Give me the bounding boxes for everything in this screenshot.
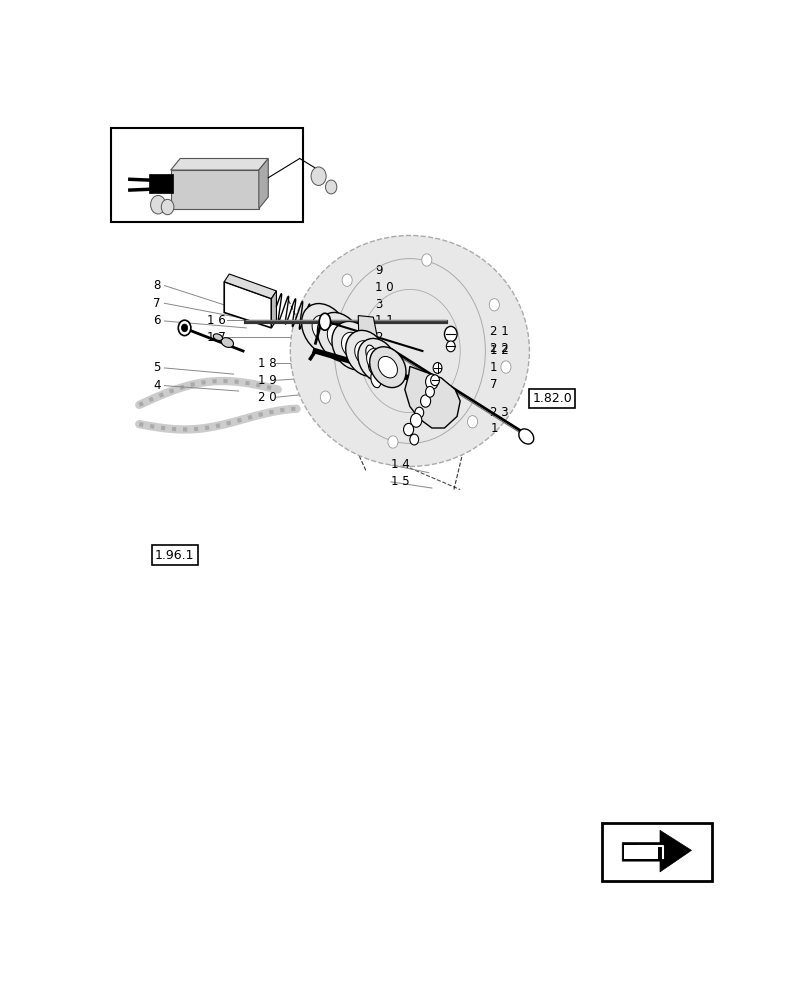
Ellipse shape — [213, 334, 222, 340]
Circle shape — [388, 436, 397, 448]
Ellipse shape — [354, 341, 376, 366]
Circle shape — [425, 386, 434, 397]
Ellipse shape — [319, 313, 330, 330]
Circle shape — [320, 391, 330, 403]
Polygon shape — [624, 845, 657, 859]
Circle shape — [467, 416, 477, 428]
Circle shape — [446, 341, 455, 352]
Circle shape — [432, 363, 441, 373]
Text: 1 2: 1 2 — [490, 344, 508, 358]
Text: 7: 7 — [490, 378, 497, 391]
Circle shape — [410, 413, 421, 427]
Circle shape — [420, 395, 430, 407]
Circle shape — [414, 407, 423, 418]
Text: 1 1: 1 1 — [375, 314, 393, 327]
Circle shape — [311, 167, 326, 185]
Text: 1 3: 1 3 — [490, 361, 508, 374]
Polygon shape — [224, 274, 276, 299]
Text: 2 3: 2 3 — [490, 406, 508, 419]
Ellipse shape — [518, 429, 533, 444]
Circle shape — [421, 254, 431, 266]
Text: 5: 5 — [153, 361, 161, 374]
Polygon shape — [405, 366, 460, 428]
Circle shape — [161, 199, 174, 215]
Ellipse shape — [332, 321, 374, 370]
Circle shape — [430, 375, 439, 386]
Text: 8: 8 — [153, 279, 161, 292]
Text: 1 7: 1 7 — [207, 331, 225, 344]
Ellipse shape — [366, 345, 375, 362]
Text: 2: 2 — [375, 331, 382, 344]
Text: 1: 1 — [490, 422, 497, 434]
Text: 1.82.0: 1.82.0 — [532, 392, 572, 405]
Text: 4: 4 — [153, 379, 161, 392]
Polygon shape — [621, 830, 691, 872]
FancyBboxPatch shape — [148, 174, 173, 193]
Ellipse shape — [371, 371, 380, 388]
Ellipse shape — [358, 338, 396, 382]
Text: 1 5: 1 5 — [391, 475, 409, 488]
Text: 1 0: 1 0 — [375, 348, 393, 361]
Circle shape — [444, 326, 457, 342]
Ellipse shape — [327, 324, 351, 351]
Text: 2 0: 2 0 — [257, 391, 276, 404]
Polygon shape — [170, 158, 268, 170]
Circle shape — [325, 180, 337, 194]
Text: 9: 9 — [375, 264, 382, 277]
Circle shape — [403, 423, 413, 436]
Text: 1.96.1: 1.96.1 — [155, 549, 195, 562]
Ellipse shape — [345, 330, 385, 376]
Circle shape — [150, 195, 165, 214]
Text: 1 0: 1 0 — [375, 281, 393, 294]
Ellipse shape — [301, 304, 348, 355]
Circle shape — [181, 324, 187, 332]
Ellipse shape — [368, 358, 378, 375]
Circle shape — [341, 274, 352, 286]
Text: 2 1: 2 1 — [490, 325, 508, 338]
Ellipse shape — [366, 348, 387, 372]
Polygon shape — [358, 316, 381, 378]
Text: 3: 3 — [375, 298, 382, 311]
FancyBboxPatch shape — [601, 823, 711, 881]
Text: 1 8: 1 8 — [257, 357, 276, 370]
Ellipse shape — [369, 347, 406, 388]
Circle shape — [489, 299, 499, 311]
Ellipse shape — [311, 315, 337, 344]
Text: 1 4: 1 4 — [391, 458, 410, 471]
Circle shape — [500, 361, 510, 373]
Polygon shape — [170, 170, 259, 209]
Text: 1 6: 1 6 — [207, 314, 225, 327]
Ellipse shape — [341, 332, 364, 359]
Polygon shape — [224, 282, 271, 328]
Circle shape — [425, 374, 438, 389]
Circle shape — [313, 313, 323, 326]
Text: 6: 6 — [153, 314, 161, 327]
Text: 2 2: 2 2 — [490, 342, 508, 355]
Polygon shape — [271, 291, 276, 328]
FancyBboxPatch shape — [111, 128, 303, 222]
Text: 7: 7 — [153, 297, 161, 310]
Circle shape — [410, 434, 418, 445]
Polygon shape — [259, 158, 268, 209]
Ellipse shape — [290, 235, 529, 466]
Ellipse shape — [221, 338, 234, 347]
Ellipse shape — [317, 312, 361, 362]
Circle shape — [178, 320, 191, 336]
Text: 1 9: 1 9 — [257, 374, 276, 387]
Ellipse shape — [378, 356, 397, 378]
